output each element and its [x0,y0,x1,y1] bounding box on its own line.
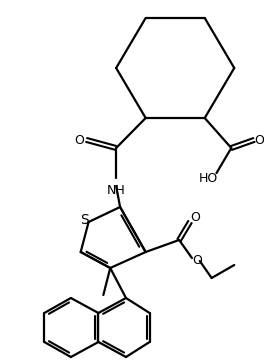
Text: O: O [254,134,264,147]
Text: NH: NH [107,184,125,197]
Text: O: O [74,134,84,147]
Text: O: O [190,211,200,224]
Text: O: O [192,255,202,267]
Text: HO: HO [199,171,218,185]
Text: S: S [80,213,89,227]
